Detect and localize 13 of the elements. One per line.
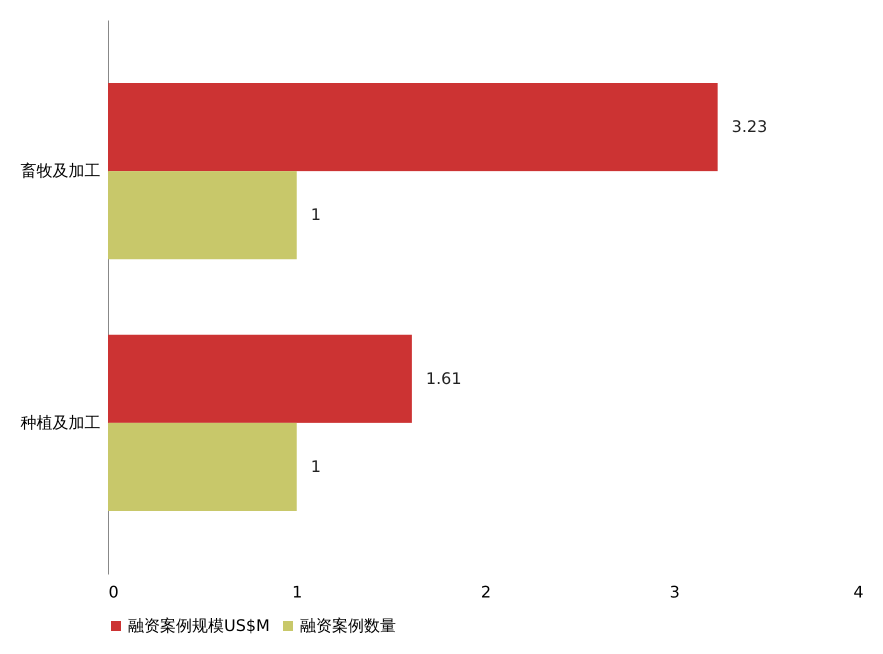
data-label: 1 xyxy=(310,205,321,224)
data-label: 1 xyxy=(310,456,321,476)
y-tick-label: 种植及加工 xyxy=(20,412,100,432)
y-tick-label: 畜牧及加工 xyxy=(20,161,100,180)
data-label: 1.61 xyxy=(426,368,462,388)
x-tick-label: 3 xyxy=(670,582,680,602)
x-tick-label: 1 xyxy=(292,582,302,602)
legend-label: 融资案例规模US$M xyxy=(128,616,270,635)
legend-label: 融资案例数量 xyxy=(300,616,396,635)
x-tick-label: 0 xyxy=(108,582,119,602)
x-tick-label: 4 xyxy=(853,582,864,602)
x-tick-label: 2 xyxy=(480,582,492,602)
data-label: 3.23 xyxy=(732,117,768,136)
